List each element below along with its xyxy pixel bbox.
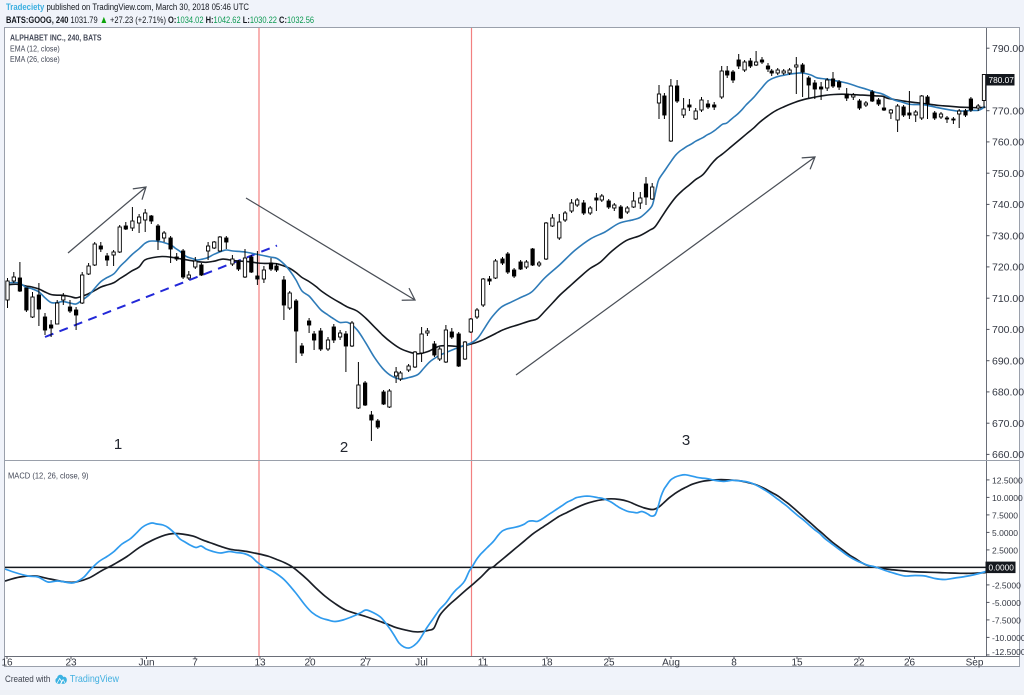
svg-text:730.00: 730.00 bbox=[992, 230, 1024, 242]
svg-text:Jun: Jun bbox=[138, 658, 154, 669]
svg-text:-5.0000: -5.0000 bbox=[992, 598, 1021, 608]
svg-text:740.00: 740.00 bbox=[992, 199, 1024, 211]
svg-text:670.00: 670.00 bbox=[992, 418, 1024, 430]
svg-text:26: 26 bbox=[904, 658, 916, 669]
svg-text:-10.0000: -10.0000 bbox=[992, 633, 1024, 643]
svg-text:MACD (12, 26, close, 9): MACD (12, 26, close, 9) bbox=[8, 471, 89, 481]
svg-text:-12.5000: -12.5000 bbox=[992, 647, 1024, 657]
svg-text:ALPHABET INC., 240, BATS: ALPHABET INC., 240, BATS bbox=[10, 33, 102, 43]
svg-text:10.0000: 10.0000 bbox=[992, 493, 1023, 503]
svg-text:8: 8 bbox=[731, 658, 737, 669]
svg-text:5.0000: 5.0000 bbox=[992, 528, 1018, 538]
svg-text:23: 23 bbox=[65, 658, 77, 669]
svg-text:2: 2 bbox=[340, 439, 348, 456]
svg-text:790.00: 790.00 bbox=[992, 43, 1024, 55]
svg-text:EMA (12, close): EMA (12, close) bbox=[10, 44, 60, 54]
svg-text:3: 3 bbox=[682, 432, 690, 449]
svg-text:0.0000: 0.0000 bbox=[989, 563, 1015, 573]
svg-text:1: 1 bbox=[114, 436, 122, 453]
svg-text:7.5000: 7.5000 bbox=[992, 510, 1018, 520]
svg-text:EMA (26, close): EMA (26, close) bbox=[10, 54, 60, 64]
svg-text:690.00: 690.00 bbox=[992, 355, 1024, 367]
svg-text:7: 7 bbox=[192, 658, 198, 669]
svg-text:770.00: 770.00 bbox=[992, 105, 1024, 117]
svg-text:-2.5000: -2.5000 bbox=[992, 580, 1021, 590]
svg-text:660.00: 660.00 bbox=[992, 449, 1024, 461]
svg-text:750.00: 750.00 bbox=[992, 168, 1024, 180]
svg-text:11: 11 bbox=[478, 658, 489, 669]
svg-text:Aug: Aug bbox=[662, 658, 680, 669]
svg-text:12.5000: 12.5000 bbox=[992, 475, 1023, 485]
svg-text:780.07: 780.07 bbox=[989, 75, 1015, 85]
svg-text:25: 25 bbox=[603, 658, 615, 669]
svg-text:Sep: Sep bbox=[966, 658, 984, 669]
svg-text:-7.5000: -7.5000 bbox=[992, 615, 1021, 625]
svg-text:700.00: 700.00 bbox=[992, 324, 1024, 336]
svg-text:27: 27 bbox=[360, 658, 372, 669]
svg-text:680.00: 680.00 bbox=[992, 387, 1024, 399]
svg-text:16: 16 bbox=[1, 658, 13, 669]
svg-text:20: 20 bbox=[304, 658, 316, 669]
svg-text:Jul: Jul bbox=[415, 658, 428, 669]
svg-text:760.00: 760.00 bbox=[992, 137, 1024, 149]
svg-text:2.5000: 2.5000 bbox=[992, 545, 1018, 555]
svg-text:18: 18 bbox=[541, 658, 553, 669]
svg-text:22: 22 bbox=[853, 658, 865, 669]
svg-text:15: 15 bbox=[791, 658, 803, 669]
svg-text:720.00: 720.00 bbox=[992, 262, 1024, 274]
svg-text:710.00: 710.00 bbox=[992, 293, 1024, 305]
svg-text:13: 13 bbox=[254, 658, 266, 669]
